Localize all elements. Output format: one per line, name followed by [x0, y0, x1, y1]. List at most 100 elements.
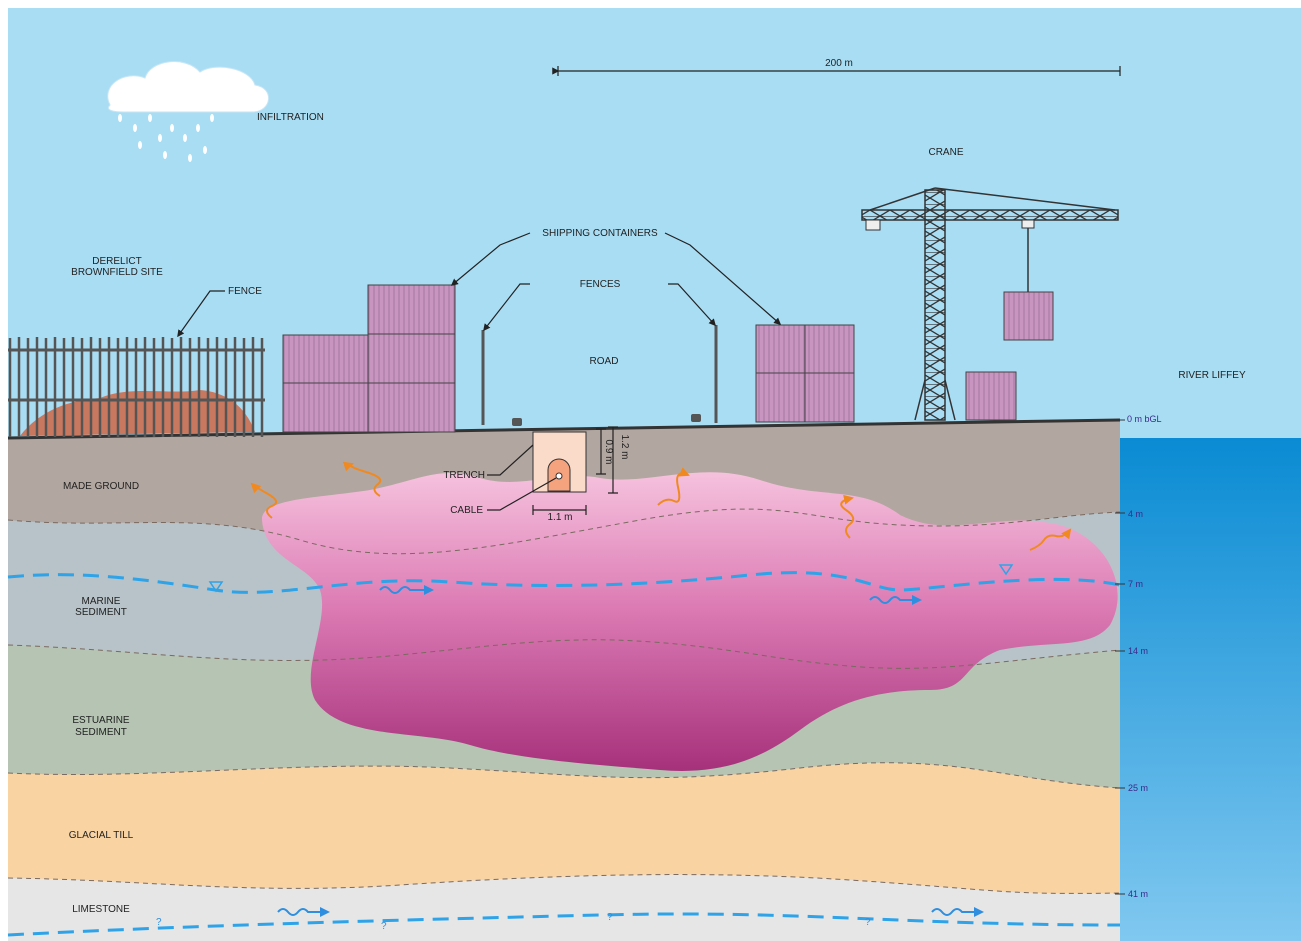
groundwater-line [7, 912, 1121, 937]
container [1003, 291, 1054, 341]
label-line: DERELICT [92, 256, 141, 267]
unknown-marker: ? [381, 921, 387, 932]
raindrop [188, 154, 192, 162]
kerb [512, 418, 522, 426]
groundwater-line [7, 571, 1121, 594]
label: SHIPPING CONTAINERS [542, 228, 658, 239]
layer-label: LIMESTONE [72, 904, 130, 915]
leader [177, 290, 225, 338]
depth-ticks [1115, 419, 1125, 895]
leader [487, 444, 534, 476]
vapour-arrow [250, 482, 278, 519]
leader [668, 283, 716, 327]
raindrop [196, 124, 200, 132]
cloud [107, 61, 270, 113]
layer-boundary [7, 762, 1121, 789]
label-line: MADE GROUND [63, 481, 139, 492]
container [367, 284, 456, 335]
layer-label: MARINE SEDIMENT [75, 596, 127, 618]
layer-boundary [7, 874, 1121, 894]
label-line: MARINE [82, 596, 121, 607]
leader [450, 232, 531, 286]
label-line: SEDIMENT [75, 727, 127, 738]
container [367, 333, 456, 384]
label: FENCES [580, 279, 621, 290]
label: INFILTRATION [257, 112, 324, 123]
raindrop [133, 124, 137, 132]
label: RIVER LIFFEY [1178, 370, 1246, 381]
leader [483, 283, 530, 332]
dimension: 1.2 m [619, 434, 630, 459]
ground-surface [7, 418, 1121, 440]
container [367, 382, 456, 433]
vapour-arrow [657, 467, 690, 506]
vapour-arrow [840, 494, 855, 539]
flow-arrow [869, 595, 922, 605]
container [965, 371, 1017, 421]
raindrop [183, 134, 187, 142]
raindrop [170, 124, 174, 132]
raindrop [148, 114, 152, 122]
label: DERELICT BROWNFIELD SITE [71, 256, 163, 278]
layer-label: ESTUARINE SEDIMENT [72, 715, 130, 738]
label: CRANE [928, 147, 963, 158]
vapour-arrow [1029, 528, 1072, 551]
container [282, 382, 369, 433]
label-line: GLACIAL TILL [69, 830, 134, 841]
crane-cables [869, 187, 1116, 421]
raindrop [118, 114, 122, 122]
raindrop [163, 151, 167, 159]
water-table-symbol [998, 564, 1014, 576]
contaminant-plume [261, 472, 1118, 771]
container [804, 324, 855, 374]
kerb [691, 414, 701, 422]
depth-label: 7 m [1128, 579, 1143, 589]
river-water [1120, 438, 1301, 941]
trolley [1021, 219, 1035, 229]
water-table-symbol [208, 581, 224, 593]
leader [664, 232, 782, 325]
unknown-marker: ? [607, 912, 613, 923]
depth-label: 0 m bGL [1127, 414, 1162, 424]
scale-bar [558, 66, 1121, 76]
layer-label: MADE GROUND [63, 481, 139, 492]
label: CABLE [450, 505, 483, 516]
raindrop [138, 141, 142, 149]
label: TRENCH [443, 470, 485, 481]
layer-label: GLACIAL TILL [69, 830, 134, 841]
leader [487, 477, 557, 511]
label: FENCE [228, 286, 262, 297]
fence-post [481, 325, 718, 425]
container [804, 372, 855, 423]
container [755, 324, 806, 374]
counterweight [865, 219, 881, 231]
depth-label: 14 m [1128, 646, 1148, 656]
rain [118, 114, 214, 162]
dimension-lines [532, 426, 618, 515]
scale-label: 200 m [825, 58, 853, 69]
label: ROAD [590, 356, 619, 367]
fence [8, 337, 265, 437]
label-line: ESTUARINE [72, 715, 130, 726]
crane-mast [924, 189, 946, 421]
depth-label: 25 m [1128, 783, 1148, 793]
vapour-arrow [342, 461, 382, 497]
cable [555, 472, 563, 480]
layer-boundary [7, 639, 1121, 669]
container [282, 334, 369, 384]
depth-label: 4 m [1128, 509, 1143, 519]
container [755, 372, 806, 423]
dimension: 0.9 m [603, 439, 614, 464]
depth-label: 41 m [1128, 889, 1148, 899]
flow-arrow [931, 907, 984, 917]
flow-arrow [277, 907, 330, 917]
unknown-marker: ? [156, 917, 162, 928]
layer-boundary [7, 508, 1121, 555]
raindrop [210, 114, 214, 122]
crane-jib [861, 209, 1119, 221]
raindrop [203, 146, 207, 154]
raindrop [158, 134, 162, 142]
flow-arrow [379, 585, 434, 595]
label-line: SEDIMENT [75, 607, 127, 618]
